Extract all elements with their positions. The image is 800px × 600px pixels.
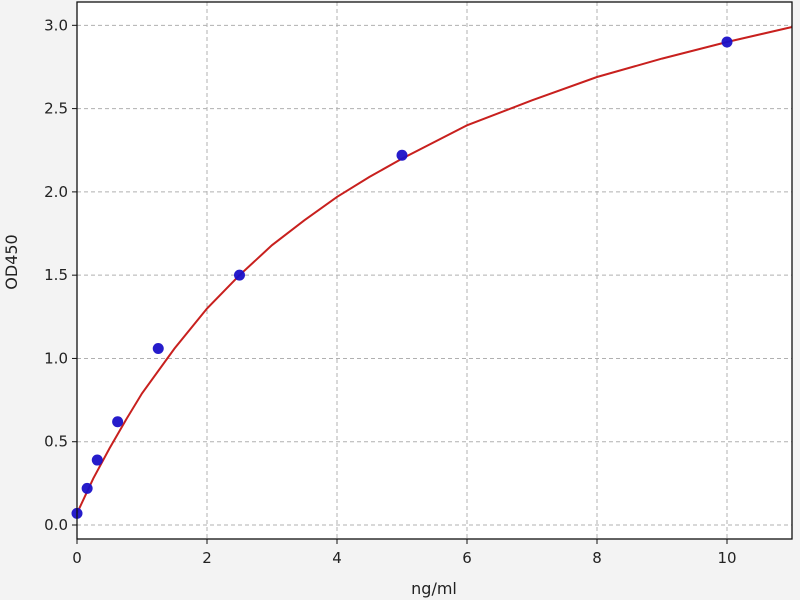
y-tick-label: 2.5	[44, 100, 68, 118]
y-tick-label: 1.5	[44, 266, 68, 284]
fit-curve-line	[76, 26, 793, 514]
fit-curve-group	[76, 26, 793, 514]
y-ticks: 0.0 0.5 1.0 1.5 2.0 2.5 3.0	[44, 16, 77, 534]
x-tick-label: 8	[592, 549, 602, 567]
data-point	[91, 454, 103, 466]
y-axis-label: OD450	[2, 234, 21, 289]
data-point	[81, 482, 93, 494]
y-tick-label: 0.5	[44, 433, 68, 451]
data-point	[721, 36, 733, 48]
x-tick-label: 10	[717, 549, 736, 567]
x-tick-label: 0	[72, 549, 82, 567]
y-tick-label: 1.0	[44, 349, 68, 367]
x-tick-label: 2	[202, 549, 212, 567]
x-axis-label: ng/ml	[411, 579, 457, 598]
x-tick-label: 6	[462, 549, 472, 567]
data-point	[152, 342, 164, 354]
y-tick-label: 0.0	[44, 516, 68, 534]
plot-area	[77, 2, 792, 539]
data-point	[396, 149, 408, 161]
x-tick-label: 4	[332, 549, 342, 567]
data-point	[112, 416, 124, 428]
data-point	[234, 269, 245, 281]
y-tick-label: 2.0	[44, 183, 68, 201]
axes-frame	[76, 1, 793, 540]
grid	[76, 2, 792, 539]
x-ticks: 0 2 4 6 8 10	[72, 539, 737, 567]
y-tick-label: 3.0	[44, 16, 68, 34]
